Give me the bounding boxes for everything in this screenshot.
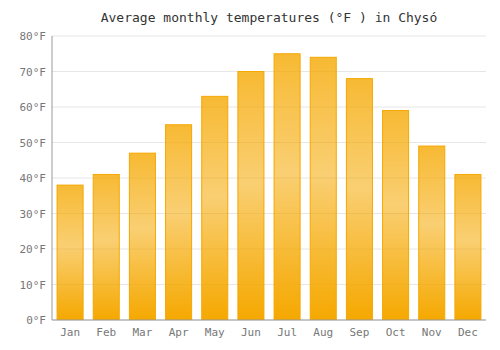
title: Average monthly temperatures (°F ) in Ch…	[101, 10, 438, 25]
x-tick-label: Dec	[458, 326, 478, 339]
x-tick-label: Jan	[60, 326, 80, 339]
y-tick-label: 60°F	[20, 101, 47, 114]
x-tick-label: Apr	[169, 326, 189, 339]
bar	[57, 185, 83, 320]
x-tick-label: Oct	[386, 326, 406, 339]
grid-line	[52, 36, 486, 37]
x-tick-label: Jul	[277, 326, 297, 339]
bar	[93, 174, 119, 320]
y-tick-label: 20°F	[20, 243, 47, 256]
bar	[419, 146, 445, 320]
x-tick-label: Feb	[96, 326, 116, 339]
bar	[455, 174, 481, 320]
bar	[238, 72, 264, 321]
y-tick-label: 50°F	[20, 137, 47, 150]
bar	[129, 153, 155, 320]
y-axis: 0°F 10°F 20°F 30°F 40°F 50°F 60°F 70°F 80°F	[20, 30, 487, 327]
y-tick-label: 40°F	[20, 172, 47, 185]
bar	[383, 111, 409, 320]
y-axis-line	[52, 36, 53, 320]
x-tick-label: Nov	[422, 326, 442, 339]
y-tick-label: 80°F	[20, 30, 47, 43]
bar	[274, 54, 300, 320]
bar	[310, 57, 336, 320]
y-tick-label: 10°F	[20, 279, 47, 292]
grid-line	[52, 142, 486, 143]
x-tick-label: Sep	[349, 326, 369, 339]
chart-container: 0°F 10°F 20°F 30°F 40°F 50°F 60°F 70°F 80°F Jan Fe…	[0, 0, 500, 350]
x-tick-label: Jun	[241, 326, 261, 339]
bar	[202, 96, 228, 320]
bar	[166, 125, 192, 320]
x-tick-label: Aug	[313, 326, 333, 339]
y-tick-label: 30°F	[20, 208, 47, 221]
x-axis-line	[52, 320, 486, 321]
bar	[346, 79, 372, 320]
bars	[57, 54, 481, 320]
y-tick-label: 70°F	[20, 66, 47, 79]
x-tick-label: Mar	[132, 326, 152, 339]
grid-line	[52, 320, 486, 321]
grid-line	[52, 107, 486, 108]
x-axis: Jan Feb Mar Apr May Jun Jul Aug Sep Oct Nov Dec	[52, 36, 486, 339]
y-tick-label: 0°F	[26, 314, 46, 327]
chart: 0°F 10°F 20°F 30°F 40°F 50°F 60°F 70°F 80°F Jan Fe…	[0, 0, 500, 350]
grid-line	[52, 71, 486, 72]
x-tick-label: May	[205, 326, 225, 339]
